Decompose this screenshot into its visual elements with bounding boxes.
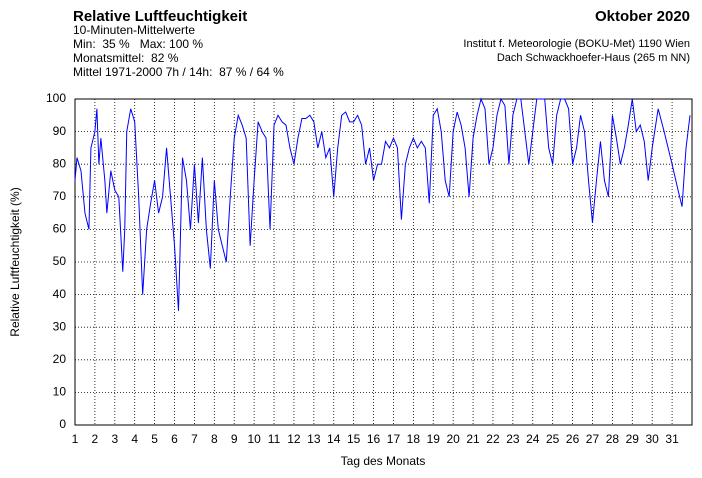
x-tick-label: 28 — [606, 432, 620, 446]
x-tick-label: 11 — [268, 432, 281, 446]
x-tick-label: 9 — [231, 432, 238, 446]
x-tick-label: 18 — [407, 432, 421, 446]
x-tick-label: 5 — [151, 432, 158, 446]
y-axis-label: Relative Luftfeuchtigkeit (%) — [8, 187, 22, 336]
x-tick-label: 1 — [72, 432, 79, 446]
x-tick-label: 25 — [546, 432, 560, 446]
x-tick-label: 14 — [327, 432, 341, 446]
x-tick-label: 12 — [287, 432, 301, 446]
x-tick-label: 23 — [506, 432, 520, 446]
x-tick-label: 24 — [526, 432, 540, 446]
x-tick-label: 21 — [466, 432, 480, 446]
source: Dach Schwackhoefer-Haus (265 m NN) — [497, 52, 690, 64]
y-tick-label: 60 — [53, 222, 67, 236]
subtitle: Monatsmittel: 82 % — [73, 51, 179, 65]
x-tick-label: 27 — [586, 432, 600, 446]
y-tick-label: 10 — [53, 385, 67, 399]
x-tick-label: 10 — [247, 432, 261, 446]
x-tick-label: 19 — [427, 432, 441, 446]
data-line — [74, 97, 691, 311]
x-tick-label: 16 — [367, 432, 381, 446]
subtitle: 10-Minuten-Mittelwerte — [73, 23, 195, 37]
x-tick-label: 8 — [211, 432, 218, 446]
x-tick-label: 20 — [446, 432, 460, 446]
y-tick-label: 20 — [53, 352, 67, 366]
x-tick-label: 17 — [387, 432, 401, 446]
chart-title-right: Oktober 2020 — [595, 8, 690, 25]
chart-title: Relative Luftfeuchtigkeit — [73, 8, 247, 25]
x-tick-label: 15 — [347, 432, 361, 446]
x-tick-label: 3 — [111, 432, 118, 446]
y-tick-label: 70 — [53, 189, 67, 203]
y-tick-label: 90 — [53, 124, 67, 138]
x-tick-label: 2 — [92, 432, 99, 446]
y-tick-label: 100 — [46, 91, 66, 105]
plot-frame — [74, 98, 693, 426]
y-tick-label: 80 — [53, 156, 67, 170]
y-tick-label: 40 — [53, 287, 67, 301]
x-tick-label: 7 — [191, 432, 198, 446]
x-tick-label: 13 — [307, 432, 321, 446]
y-tick-label: 50 — [53, 254, 67, 268]
x-tick-label: 31 — [665, 432, 679, 446]
subtitle: Mittel 1971-2000 7h / 14h: 87 % / 64 % — [73, 65, 284, 79]
x-tick-label: 26 — [566, 432, 580, 446]
x-tick-label: 6 — [171, 432, 178, 446]
x-tick-label: 29 — [626, 432, 640, 446]
x-tick-label: 30 — [646, 432, 660, 446]
x-tick-label: 4 — [131, 432, 138, 446]
x-axis-label: Tag des Monats — [341, 454, 426, 468]
y-tick-label: 0 — [59, 417, 66, 431]
subtitle: Min: 35 % Max: 100 % — [73, 37, 203, 51]
source: Institut f. Meteorologie (BOKU-Met) 1190… — [463, 38, 690, 50]
y-tick-label: 30 — [53, 319, 67, 333]
x-tick-label: 22 — [486, 432, 500, 446]
